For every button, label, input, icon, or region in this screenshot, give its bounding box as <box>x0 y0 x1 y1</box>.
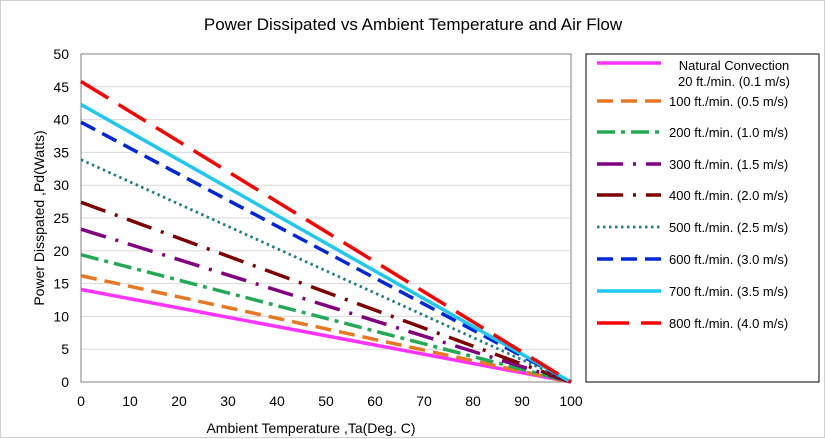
y-tick-label: 15 <box>53 276 69 292</box>
y-tick-label: 30 <box>53 177 69 193</box>
y-tick-label: 25 <box>53 210 69 226</box>
x-tick-label: 90 <box>514 393 530 409</box>
y-tick-label: 50 <box>53 46 69 62</box>
y-tick-label: 0 <box>61 374 69 390</box>
x-tick-label: 30 <box>220 393 236 409</box>
x-tick-label: 50 <box>318 393 334 409</box>
x-tick-label: 10 <box>122 393 138 409</box>
plot-area <box>80 53 572 383</box>
legend-label: 100 ft./min. (0.5 m/s) <box>669 94 788 109</box>
series-line <box>80 274 572 384</box>
x-tick-label: 0 <box>77 393 85 409</box>
legend-label: 400 ft./min. (2.0 m/s) <box>669 188 788 203</box>
legend-label: 700 ft./min. (3.5 m/s) <box>669 284 788 299</box>
series-lines <box>80 80 572 384</box>
x-axis-ticks: 0 10 20 30 40 50 60 70 80 90 100 <box>77 393 583 409</box>
legend-label: 300 ft./min. (1.5 m/s) <box>669 157 788 172</box>
y-tick-label: 40 <box>53 112 69 128</box>
x-tick-label: 20 <box>171 393 187 409</box>
y-axis-ticks: 0 5 10 15 20 25 30 35 40 45 50 <box>53 46 69 390</box>
y-tick-label: 20 <box>53 243 69 259</box>
series-line <box>80 200 572 384</box>
x-tick-label: 70 <box>416 393 432 409</box>
y-tick-label: 5 <box>61 341 69 357</box>
x-tick-label: 60 <box>367 393 383 409</box>
series-line <box>80 120 572 384</box>
series-line <box>80 287 572 384</box>
y-tick-label: 35 <box>53 144 69 160</box>
legend <box>585 53 820 383</box>
y-axis-title: Power Disspated ,Pd(Watts) <box>31 130 47 305</box>
legend-label: 600 ft./min. (3.0 m/s) <box>669 252 788 267</box>
y-tick-label: 10 <box>53 308 69 324</box>
legend-label: Natural Convection <box>679 58 790 73</box>
legend-label: 20 ft./min. (0.1 m/s) <box>678 74 790 89</box>
legend-label: 200 ft./min. (1.0 m/s) <box>669 125 788 140</box>
grid <box>81 86 571 350</box>
series-line <box>80 80 572 384</box>
legend-label: 500 ft./min. (2.5 m/s) <box>669 220 788 235</box>
chart-title: Power Dissipated vs Ambient Temperature … <box>204 15 623 34</box>
series-line <box>80 158 572 384</box>
x-tick-label: 40 <box>269 393 285 409</box>
x-axis-title: Ambient Temperature ,Ta(Deg. C) <box>206 420 415 436</box>
series-line <box>80 227 572 384</box>
series-line <box>80 102 572 384</box>
legend-label: 800 ft./min. (4.0 m/s) <box>669 316 788 331</box>
y-tick-label: 45 <box>53 79 69 95</box>
x-tick-label: 100 <box>559 393 583 409</box>
x-tick-label: 80 <box>465 393 481 409</box>
series-line <box>80 253 572 384</box>
